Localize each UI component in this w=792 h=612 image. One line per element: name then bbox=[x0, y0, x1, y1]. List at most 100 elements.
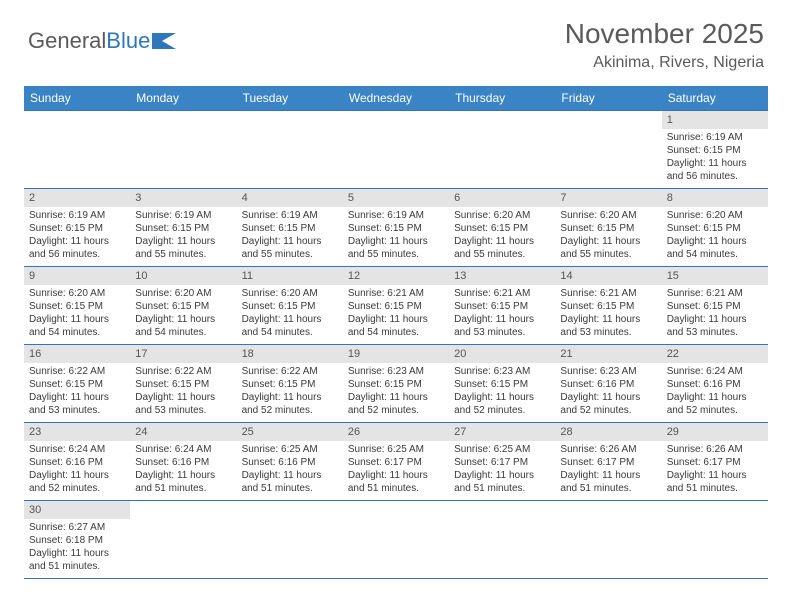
calendar-day-cell: 3Sunrise: 6:19 AMSunset: 6:15 PMDaylight… bbox=[130, 189, 236, 267]
day-details: Sunrise: 6:21 AMSunset: 6:15 PMDaylight:… bbox=[449, 285, 555, 343]
calendar-day-cell bbox=[130, 111, 236, 189]
calendar-day-cell: 21Sunrise: 6:23 AMSunset: 6:16 PMDayligh… bbox=[555, 345, 661, 423]
daylight-text: Daylight: 11 hours and 54 minutes. bbox=[242, 313, 338, 339]
day-number: 23 bbox=[24, 423, 130, 441]
day-details: Sunrise: 6:20 AMSunset: 6:15 PMDaylight:… bbox=[130, 285, 236, 343]
sunrise-text: Sunrise: 6:26 AM bbox=[560, 443, 656, 456]
day-details: Sunrise: 6:19 AMSunset: 6:15 PMDaylight:… bbox=[343, 207, 449, 265]
daylight-text: Daylight: 11 hours and 53 minutes. bbox=[667, 313, 763, 339]
day-details: Sunrise: 6:24 AMSunset: 6:16 PMDaylight:… bbox=[24, 441, 130, 499]
sunrise-text: Sunrise: 6:23 AM bbox=[560, 365, 656, 378]
day-details: Sunrise: 6:21 AMSunset: 6:15 PMDaylight:… bbox=[662, 285, 768, 343]
calendar-day-cell: 14Sunrise: 6:21 AMSunset: 6:15 PMDayligh… bbox=[555, 267, 661, 345]
day-details: Sunrise: 6:22 AMSunset: 6:15 PMDaylight:… bbox=[130, 363, 236, 421]
sunset-text: Sunset: 6:15 PM bbox=[560, 300, 656, 313]
sunrise-text: Sunrise: 6:19 AM bbox=[242, 209, 338, 222]
sunset-text: Sunset: 6:17 PM bbox=[667, 456, 763, 469]
daylight-text: Daylight: 11 hours and 52 minutes. bbox=[667, 391, 763, 417]
daylight-text: Daylight: 11 hours and 52 minutes. bbox=[242, 391, 338, 417]
day-details: Sunrise: 6:21 AMSunset: 6:15 PMDaylight:… bbox=[343, 285, 449, 343]
weekday-header: Saturday bbox=[662, 86, 768, 111]
daylight-text: Daylight: 11 hours and 51 minutes. bbox=[29, 547, 125, 573]
daylight-text: Daylight: 11 hours and 54 minutes. bbox=[667, 235, 763, 261]
day-number: 28 bbox=[555, 423, 661, 441]
daylight-text: Daylight: 11 hours and 55 minutes. bbox=[135, 235, 231, 261]
day-number: 5 bbox=[343, 189, 449, 207]
day-details: Sunrise: 6:20 AMSunset: 6:15 PMDaylight:… bbox=[662, 207, 768, 265]
sunset-text: Sunset: 6:17 PM bbox=[348, 456, 444, 469]
calendar-day-cell bbox=[343, 501, 449, 579]
calendar-day-cell: 19Sunrise: 6:23 AMSunset: 6:15 PMDayligh… bbox=[343, 345, 449, 423]
sunrise-text: Sunrise: 6:20 AM bbox=[29, 287, 125, 300]
location-label: Akinima, Rivers, Nigeria bbox=[565, 54, 764, 72]
sunset-text: Sunset: 6:15 PM bbox=[135, 222, 231, 235]
sunset-text: Sunset: 6:15 PM bbox=[29, 222, 125, 235]
sunset-text: Sunset: 6:17 PM bbox=[560, 456, 656, 469]
day-number: 16 bbox=[24, 345, 130, 363]
day-number: 17 bbox=[130, 345, 236, 363]
day-details: Sunrise: 6:24 AMSunset: 6:16 PMDaylight:… bbox=[662, 363, 768, 421]
day-details: Sunrise: 6:20 AMSunset: 6:15 PMDaylight:… bbox=[24, 285, 130, 343]
calendar-table: Sunday Monday Tuesday Wednesday Thursday… bbox=[24, 86, 768, 579]
day-details: Sunrise: 6:23 AMSunset: 6:15 PMDaylight:… bbox=[343, 363, 449, 421]
calendar-day-cell: 7Sunrise: 6:20 AMSunset: 6:15 PMDaylight… bbox=[555, 189, 661, 267]
calendar-week-row: 23Sunrise: 6:24 AMSunset: 6:16 PMDayligh… bbox=[24, 423, 768, 501]
daylight-text: Daylight: 11 hours and 51 minutes. bbox=[348, 469, 444, 495]
calendar-day-cell: 22Sunrise: 6:24 AMSunset: 6:16 PMDayligh… bbox=[662, 345, 768, 423]
calendar-day-cell: 28Sunrise: 6:26 AMSunset: 6:17 PMDayligh… bbox=[555, 423, 661, 501]
calendar-day-cell: 27Sunrise: 6:25 AMSunset: 6:17 PMDayligh… bbox=[449, 423, 555, 501]
calendar-week-row: 16Sunrise: 6:22 AMSunset: 6:15 PMDayligh… bbox=[24, 345, 768, 423]
weekday-header: Tuesday bbox=[237, 86, 343, 111]
daylight-text: Daylight: 11 hours and 53 minutes. bbox=[560, 313, 656, 339]
sunset-text: Sunset: 6:15 PM bbox=[560, 222, 656, 235]
daylight-text: Daylight: 11 hours and 51 minutes. bbox=[667, 469, 763, 495]
day-number: 1 bbox=[662, 111, 768, 129]
sunset-text: Sunset: 6:15 PM bbox=[348, 222, 444, 235]
sunrise-text: Sunrise: 6:20 AM bbox=[560, 209, 656, 222]
sunset-text: Sunset: 6:15 PM bbox=[348, 300, 444, 313]
day-details: Sunrise: 6:20 AMSunset: 6:15 PMDaylight:… bbox=[237, 285, 343, 343]
day-details: Sunrise: 6:19 AMSunset: 6:15 PMDaylight:… bbox=[237, 207, 343, 265]
daylight-text: Daylight: 11 hours and 54 minutes. bbox=[29, 313, 125, 339]
logo: GeneralBlue bbox=[28, 18, 178, 54]
weekday-header-row: Sunday Monday Tuesday Wednesday Thursday… bbox=[24, 86, 768, 111]
day-number: 24 bbox=[130, 423, 236, 441]
day-number: 11 bbox=[237, 267, 343, 285]
logo-text-blue: Blue bbox=[106, 28, 150, 54]
day-details: Sunrise: 6:20 AMSunset: 6:15 PMDaylight:… bbox=[555, 207, 661, 265]
logo-flag-icon bbox=[152, 31, 178, 49]
daylight-text: Daylight: 11 hours and 54 minutes. bbox=[135, 313, 231, 339]
day-number: 20 bbox=[449, 345, 555, 363]
sunset-text: Sunset: 6:15 PM bbox=[242, 378, 338, 391]
day-number: 3 bbox=[130, 189, 236, 207]
daylight-text: Daylight: 11 hours and 53 minutes. bbox=[135, 391, 231, 417]
calendar-day-cell bbox=[237, 501, 343, 579]
day-details: Sunrise: 6:19 AMSunset: 6:15 PMDaylight:… bbox=[130, 207, 236, 265]
day-number: 7 bbox=[555, 189, 661, 207]
sunset-text: Sunset: 6:18 PM bbox=[29, 534, 125, 547]
calendar-day-cell: 16Sunrise: 6:22 AMSunset: 6:15 PMDayligh… bbox=[24, 345, 130, 423]
sunset-text: Sunset: 6:15 PM bbox=[454, 300, 550, 313]
sunrise-text: Sunrise: 6:23 AM bbox=[454, 365, 550, 378]
sunrise-text: Sunrise: 6:20 AM bbox=[454, 209, 550, 222]
sunset-text: Sunset: 6:15 PM bbox=[667, 300, 763, 313]
weekday-header: Friday bbox=[555, 86, 661, 111]
day-number: 14 bbox=[555, 267, 661, 285]
sunrise-text: Sunrise: 6:21 AM bbox=[560, 287, 656, 300]
day-number: 30 bbox=[24, 501, 130, 519]
daylight-text: Daylight: 11 hours and 52 minutes. bbox=[29, 469, 125, 495]
calendar-day-cell: 5Sunrise: 6:19 AMSunset: 6:15 PMDaylight… bbox=[343, 189, 449, 267]
sunset-text: Sunset: 6:15 PM bbox=[348, 378, 444, 391]
calendar-day-cell: 17Sunrise: 6:22 AMSunset: 6:15 PMDayligh… bbox=[130, 345, 236, 423]
sunset-text: Sunset: 6:16 PM bbox=[242, 456, 338, 469]
sunrise-text: Sunrise: 6:20 AM bbox=[135, 287, 231, 300]
day-details: Sunrise: 6:21 AMSunset: 6:15 PMDaylight:… bbox=[555, 285, 661, 343]
calendar-day-cell: 23Sunrise: 6:24 AMSunset: 6:16 PMDayligh… bbox=[24, 423, 130, 501]
day-number: 19 bbox=[343, 345, 449, 363]
daylight-text: Daylight: 11 hours and 55 minutes. bbox=[454, 235, 550, 261]
calendar-week-row: 9Sunrise: 6:20 AMSunset: 6:15 PMDaylight… bbox=[24, 267, 768, 345]
sunrise-text: Sunrise: 6:24 AM bbox=[135, 443, 231, 456]
day-number: 6 bbox=[449, 189, 555, 207]
day-number: 12 bbox=[343, 267, 449, 285]
day-details: Sunrise: 6:23 AMSunset: 6:15 PMDaylight:… bbox=[449, 363, 555, 421]
